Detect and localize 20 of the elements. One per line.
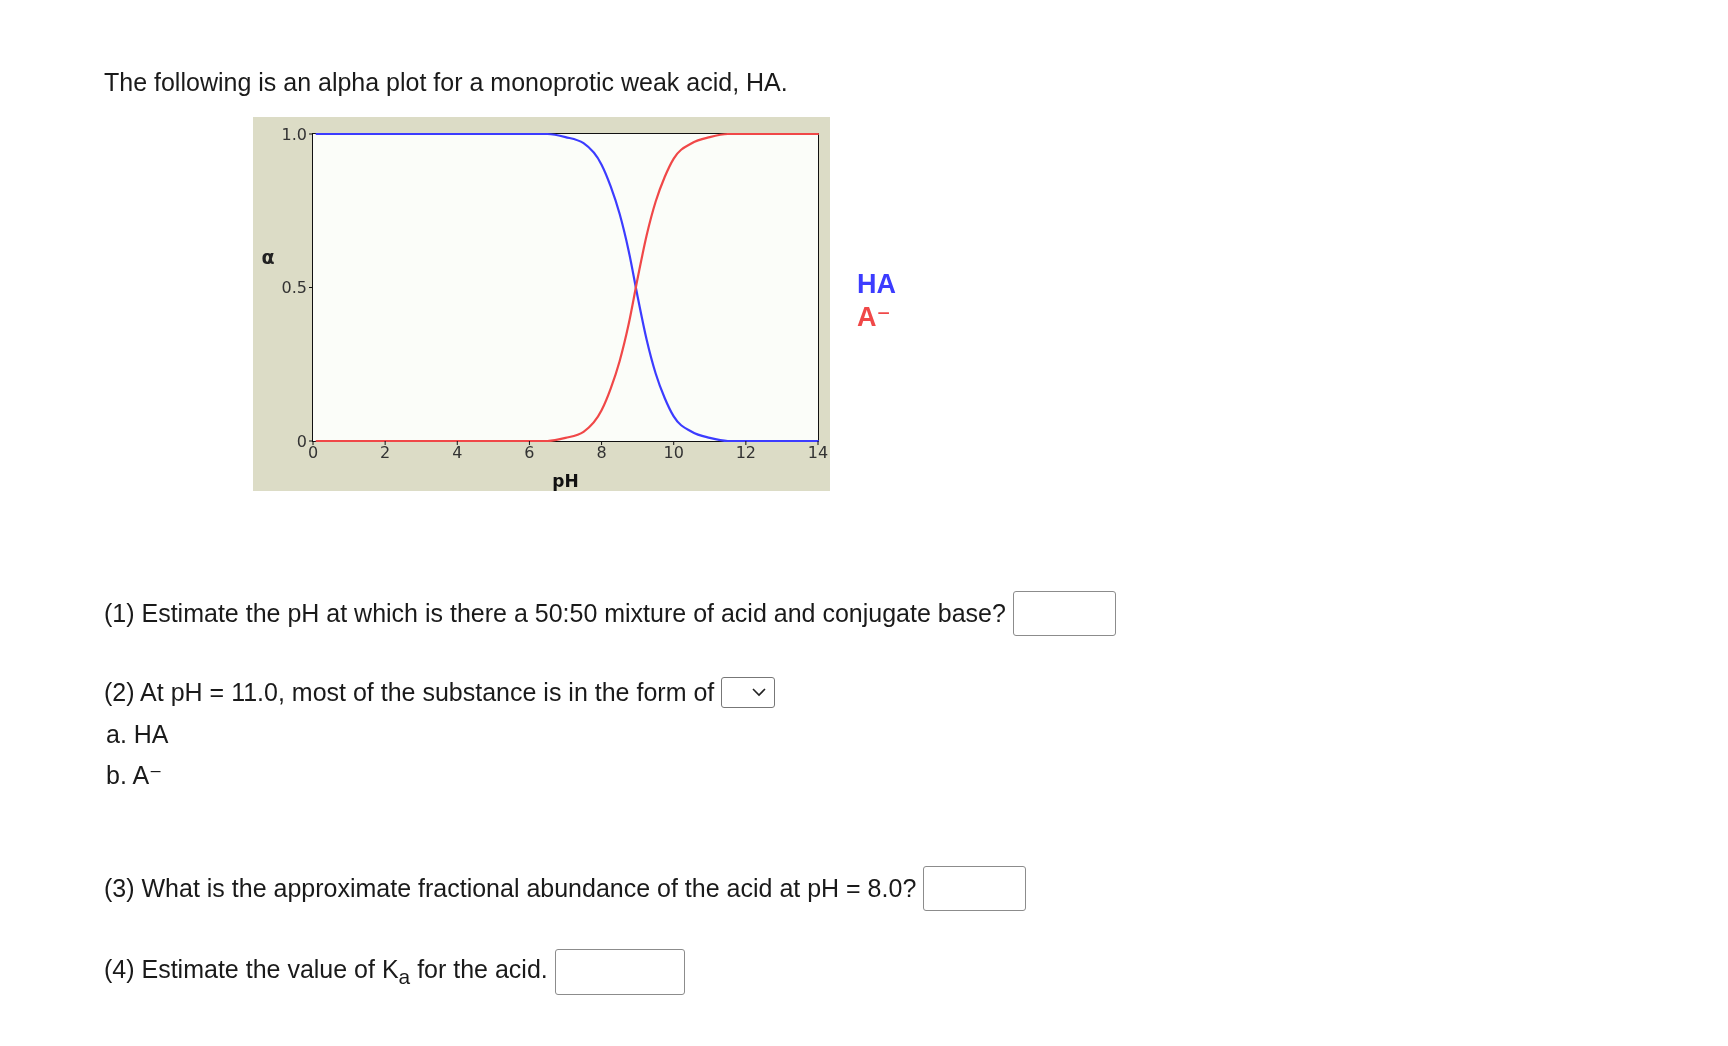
text: (1) Estimate the pH at which is there a 50:50 mixture of acid and conjugate base? (104, 598, 1006, 628)
text: (3) What is the approximate fractional abundance of the acid at pH = 8.0? (104, 873, 917, 903)
x-tick-label: 10 (663, 443, 684, 463)
text: b. A⁻ (106, 760, 163, 790)
y-tick-label: 1.0 (281, 124, 307, 144)
x-tick-label: 8 (596, 443, 607, 463)
text: A⁻ (856, 301, 892, 334)
text: HA (856, 268, 897, 301)
text: a. HA (106, 719, 169, 749)
x-tick-label: 4 (452, 443, 463, 463)
chart-title: The following is an alpha plot for a monoprotic weak acid, HA. (104, 67, 788, 98)
text: (4) Estimate the value of K$_{a}$ for the acid. (104, 955, 548, 989)
x-tick-label: 6 (524, 443, 535, 463)
y-axis-title: α (261, 245, 275, 268)
y-tick-label: 0.5 (281, 278, 307, 298)
x-tick-label: 14 (807, 443, 829, 463)
text: (2) At pH = 11.0, most of the substance is in the form of (104, 677, 715, 707)
x-axis-title: pH (552, 471, 579, 491)
x-tick-label: 2 (380, 443, 391, 463)
x-tick-label: 12 (735, 443, 757, 463)
